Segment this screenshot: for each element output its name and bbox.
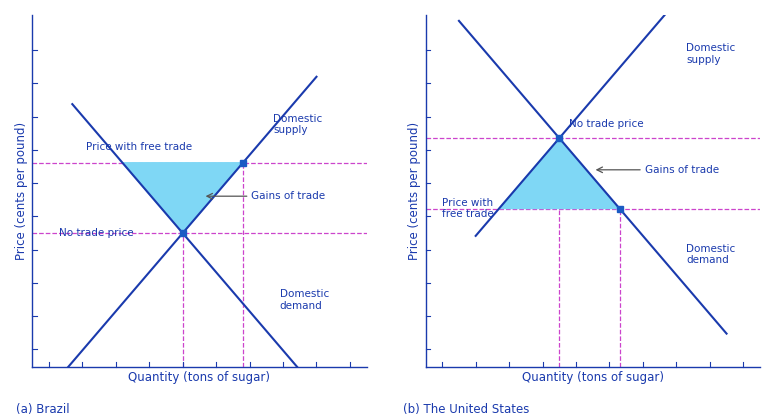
Y-axis label: Price (cents per pound): Price (cents per pound) (15, 122, 28, 260)
Text: Price with
free trade: Price with free trade (443, 198, 494, 219)
Polygon shape (499, 138, 619, 208)
Text: (b) The United States: (b) The United States (403, 403, 529, 416)
Text: Domestic
supply: Domestic supply (273, 113, 322, 135)
Text: Price with free trade: Price with free trade (86, 142, 191, 152)
Text: Domestic
demand: Domestic demand (687, 244, 735, 265)
X-axis label: Quantity (tons of sugar): Quantity (tons of sugar) (522, 371, 663, 384)
Text: Gains of trade: Gains of trade (645, 165, 718, 175)
X-axis label: Quantity (tons of sugar): Quantity (tons of sugar) (129, 371, 270, 384)
Text: No trade price: No trade price (59, 228, 133, 238)
Polygon shape (122, 163, 243, 233)
Text: Domestic
supply: Domestic supply (687, 43, 735, 65)
Text: No trade price: No trade price (570, 119, 644, 129)
Y-axis label: Price (cents per pound): Price (cents per pound) (408, 122, 422, 260)
Text: (a) Brazil: (a) Brazil (16, 403, 69, 416)
Text: Domestic
demand: Domestic demand (280, 289, 329, 311)
Text: Gains of trade: Gains of trade (251, 191, 326, 201)
